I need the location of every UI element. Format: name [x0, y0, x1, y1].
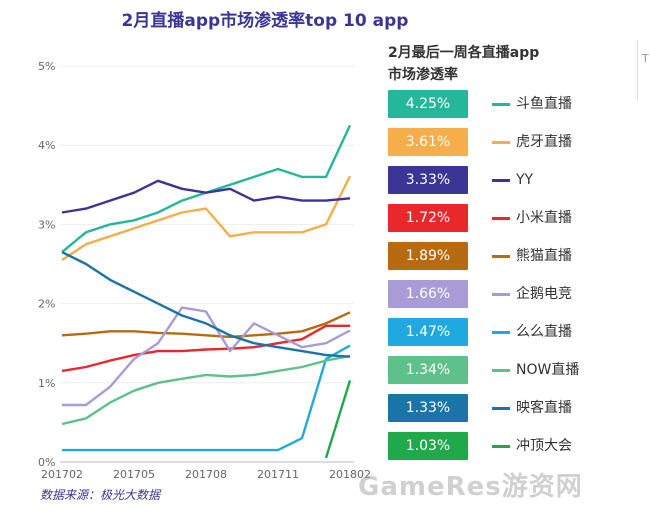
legend-heading: 2月最后一周各直播app 市场渗透率: [388, 45, 540, 83]
legend-value-badge: 3.33%: [388, 166, 468, 194]
legend-value-badge: 1.89%: [388, 242, 468, 270]
legend-item: 3.33% YY: [388, 166, 628, 194]
legend-value-badge: 3.61%: [388, 128, 468, 156]
legend-series-name: YY: [516, 172, 534, 188]
y-tick-label: 5%: [38, 60, 55, 73]
legend-item: 1.89% 熊猫直播: [388, 242, 628, 270]
legend-series-name: 小米直播: [516, 210, 572, 226]
legend-line-swatch: [492, 217, 510, 220]
legend-line-swatch: [492, 103, 510, 106]
legend-item: 1.66% 企鹅电竞: [388, 280, 628, 308]
series-line-映客直播: [61, 251, 351, 358]
legend-line-swatch: [492, 293, 510, 296]
y-tick-label: 2%: [38, 298, 55, 311]
legend-line-swatch: [492, 331, 510, 334]
chart-gridlines: [60, 65, 354, 463]
series-line-虎牙直播: [61, 175, 352, 262]
legend-series-name: 企鹅电竞: [516, 286, 572, 302]
legend-line-swatch: [492, 179, 510, 182]
y-axis-ticks: 0% 1% 2% 3% 4% 5%: [38, 60, 55, 469]
chart-title: 2月直播app市场渗透率top 10 app: [121, 11, 409, 31]
legend-item: 1.33% 映客直播: [388, 394, 628, 422]
legend-series-name: 么么直播: [516, 324, 572, 340]
y-tick-label: 1%: [38, 377, 55, 390]
legend-line-swatch: [492, 255, 510, 258]
x-tick-label: 201708: [185, 468, 227, 481]
legend-value-badge: 1.47%: [388, 318, 468, 346]
legend-line-swatch: [492, 369, 510, 372]
legend-item: 1.03% 冲顶大会: [388, 432, 628, 460]
series-line-斗鱼直播: [61, 124, 352, 254]
legend-line-swatch: [492, 407, 510, 410]
series-line-YY: [61, 179, 351, 214]
series-line-企鹅电竞: [62, 306, 351, 407]
legend-line-swatch: [492, 141, 510, 144]
watermark: GameRes游资网: [358, 472, 583, 502]
y-tick-label: 4%: [38, 139, 55, 152]
series-line-小米直播: [61, 324, 350, 373]
legend-series-name: NOW直播: [516, 362, 580, 378]
legend-value-badge: 1.33%: [388, 394, 468, 422]
series-lines: [61, 124, 352, 459]
legend-value-badge: 1.66%: [388, 280, 468, 308]
data-source-note: 数据来源：极光大数据: [40, 488, 161, 502]
legend-value-badge: 4.25%: [388, 90, 468, 118]
legend-line-swatch: [492, 445, 510, 448]
series-line-NOW直播: [61, 354, 351, 426]
legend-item: 3.61% 虎牙直播: [388, 128, 628, 156]
corner-mark: T: [642, 52, 649, 65]
x-tick-label: 201702: [41, 468, 83, 481]
line-chart: 0%1%2%3%4%5% 201702 201705 201708 201711 201…: [38, 60, 371, 481]
legend-item: 1.34% NOW直播: [388, 356, 628, 384]
series-line-冲顶大会: [324, 380, 352, 459]
divider: [637, 40, 638, 100]
legend-item: 1.72% 小米直播: [388, 204, 628, 232]
x-tick-label: 201711: [257, 468, 299, 481]
legend-series-name: 斗鱼直播: [516, 96, 572, 112]
x-axis-ticks: 201702 201705 201708 201711 201802: [41, 468, 371, 481]
x-tick-label: 201802: [329, 468, 371, 481]
x-tick-label: 201705: [113, 468, 155, 481]
legend-series-name: 冲顶大会: [516, 438, 572, 454]
y-tick-label: 0%: [38, 456, 55, 469]
legend-series-name: 虎牙直播: [516, 134, 572, 150]
legend-series-name: 熊猫直播: [516, 248, 572, 264]
legend-value-badge: 1.34%: [388, 356, 468, 384]
legend-value-badge: 1.03%: [388, 432, 468, 460]
series-line-么么直播: [62, 344, 351, 452]
series-line-熊猫直播: [61, 311, 351, 339]
legend-value-badge: 1.72%: [388, 204, 468, 232]
legend-series-name: 映客直播: [516, 400, 572, 416]
legend-item: 1.47% 么么直播: [388, 318, 628, 346]
legend-item: 4.25% 斗鱼直播: [388, 90, 628, 118]
y-tick-label: 3%: [38, 218, 55, 231]
